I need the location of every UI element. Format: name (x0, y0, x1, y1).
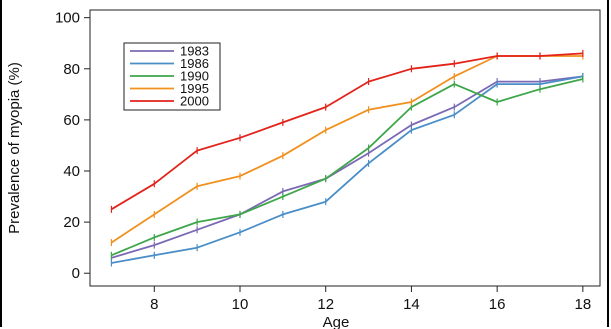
series-2000 (110, 49, 584, 213)
series-line-1986 (111, 75, 584, 264)
x-tick-label: 8 (150, 296, 158, 313)
y-tick-label: 100 (55, 10, 80, 27)
series-lines (110, 49, 584, 267)
x-tick-label: 16 (489, 296, 506, 313)
legend-label: 2000 (180, 94, 209, 109)
y-tick-label: 60 (63, 112, 80, 129)
series-line-1983 (111, 75, 584, 259)
y-axis-title: Prevalence of myopia (%) (6, 62, 23, 234)
plot-area-border (89, 9, 601, 287)
series-line-2000 (110, 52, 583, 211)
y-tick-label: 20 (63, 214, 80, 231)
y-axis-ticks: 0 20 40 60 80 100 (55, 10, 90, 282)
y-tick-label: 40 (63, 163, 80, 180)
x-axis-title: Age (323, 314, 350, 329)
legend-label: 1990 (180, 69, 209, 84)
x-tick-label: 12 (317, 296, 334, 313)
x-tick-label: 18 (575, 296, 592, 313)
legend-label: 1983 (180, 44, 209, 59)
legend-label: 1986 (180, 56, 209, 71)
y-tick-label: 0 (72, 265, 80, 282)
series-1986 (110, 72, 584, 267)
y-tick-label: 80 (63, 61, 80, 78)
x-tick-label: 10 (232, 296, 249, 313)
series-line-1990 (111, 78, 584, 257)
x-axis-ticks: 8 10 12 14 16 18 (150, 286, 591, 313)
x-tick-label: 14 (403, 296, 420, 313)
legend-label: 1995 (180, 81, 209, 96)
